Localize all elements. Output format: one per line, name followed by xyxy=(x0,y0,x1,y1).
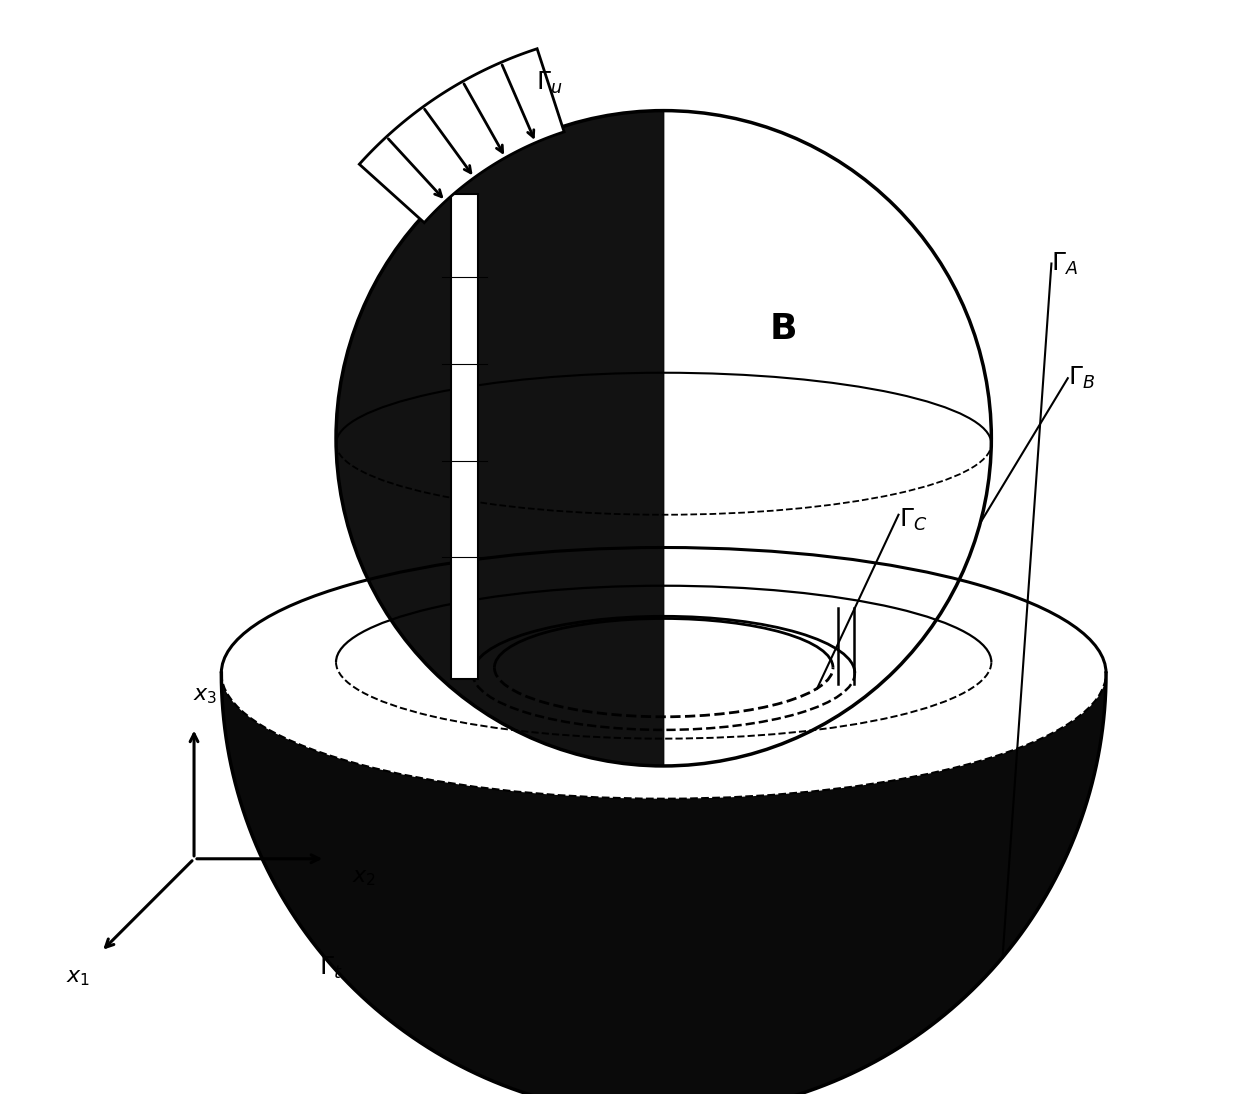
Polygon shape xyxy=(336,111,663,765)
Text: $\Gamma_C$: $\Gamma_C$ xyxy=(899,507,926,533)
Text: $\Gamma_A$: $\Gamma_A$ xyxy=(1052,251,1079,277)
Circle shape xyxy=(336,111,991,765)
Polygon shape xyxy=(221,673,1106,1095)
Text: $\Gamma_t$: $\Gamma_t$ xyxy=(319,955,342,981)
Polygon shape xyxy=(450,194,477,679)
Text: $\Gamma_B$: $\Gamma_B$ xyxy=(1068,365,1095,391)
Text: $x_1$: $x_1$ xyxy=(66,968,91,988)
Text: $\Gamma_u$: $\Gamma_u$ xyxy=(536,70,562,96)
Text: $x_3$: $x_3$ xyxy=(193,685,217,706)
Polygon shape xyxy=(222,548,1106,798)
Polygon shape xyxy=(360,49,564,222)
Text: B: B xyxy=(770,312,797,346)
Text: $x_2$: $x_2$ xyxy=(352,867,377,888)
